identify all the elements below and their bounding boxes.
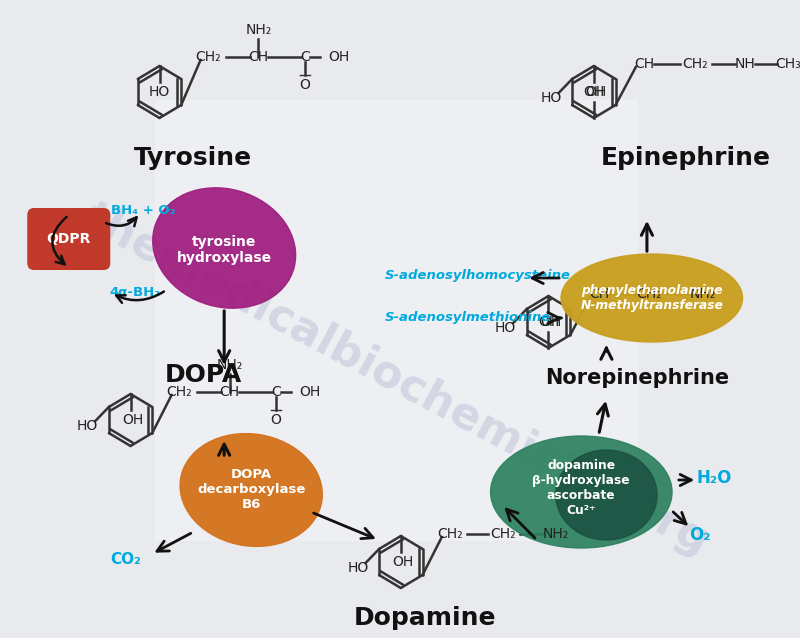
Text: QDPR: QDPR bbox=[46, 232, 91, 246]
Text: CH: CH bbox=[248, 50, 269, 64]
Text: S-adenosylhomocysteine: S-adenosylhomocysteine bbox=[385, 269, 570, 281]
Text: OH: OH bbox=[538, 315, 559, 329]
Text: CH: CH bbox=[589, 287, 610, 301]
FancyBboxPatch shape bbox=[27, 208, 110, 270]
Text: NH₂: NH₂ bbox=[690, 287, 715, 301]
Text: CH₃: CH₃ bbox=[775, 57, 800, 71]
Text: C: C bbox=[271, 385, 281, 399]
Text: HO: HO bbox=[347, 561, 369, 575]
Text: DOPA: DOPA bbox=[164, 363, 242, 387]
Text: Tyrosine: Tyrosine bbox=[134, 146, 252, 170]
Text: CO₂: CO₂ bbox=[110, 553, 141, 567]
Text: OH: OH bbox=[585, 85, 606, 99]
Text: H₂O: H₂O bbox=[697, 469, 732, 487]
Text: 4α-BH₂: 4α-BH₂ bbox=[110, 285, 161, 299]
Text: dopamine
β-hydroxylase
ascorbate
Cu²⁺: dopamine β-hydroxylase ascorbate Cu²⁺ bbox=[533, 459, 630, 517]
Text: NH₂: NH₂ bbox=[246, 23, 271, 37]
Ellipse shape bbox=[153, 188, 296, 308]
Text: CH₂: CH₂ bbox=[490, 527, 515, 541]
Text: OH: OH bbox=[122, 413, 143, 427]
Text: HO: HO bbox=[540, 91, 562, 105]
Ellipse shape bbox=[490, 436, 672, 548]
Text: CH₂: CH₂ bbox=[195, 50, 221, 64]
Text: OH: OH bbox=[328, 50, 350, 64]
Text: NH₂: NH₂ bbox=[542, 527, 569, 541]
Text: Dopamine: Dopamine bbox=[354, 606, 496, 630]
Text: HO: HO bbox=[77, 419, 98, 433]
Text: OH: OH bbox=[583, 85, 605, 99]
Text: Epinephrine: Epinephrine bbox=[601, 146, 770, 170]
Text: HO: HO bbox=[149, 85, 170, 99]
Text: C: C bbox=[300, 50, 310, 64]
Text: CH: CH bbox=[219, 385, 239, 399]
Ellipse shape bbox=[556, 450, 657, 540]
Ellipse shape bbox=[180, 434, 322, 546]
Text: S-adenosylmethionine: S-adenosylmethionine bbox=[385, 311, 550, 325]
Text: O: O bbox=[270, 413, 282, 427]
Text: NH₂: NH₂ bbox=[216, 358, 242, 372]
Text: OH: OH bbox=[392, 555, 414, 569]
Text: CH₂: CH₂ bbox=[682, 57, 707, 71]
Text: tyrosine
hydroxylase: tyrosine hydroxylase bbox=[177, 235, 272, 265]
Text: CH: CH bbox=[634, 57, 654, 71]
Text: themedicalbiochemistry.org: themedicalbiochemistry.org bbox=[76, 197, 716, 564]
Text: CH₂: CH₂ bbox=[437, 527, 462, 541]
Text: Norepinephrine: Norepinephrine bbox=[546, 368, 730, 388]
Ellipse shape bbox=[561, 254, 742, 342]
Text: OH: OH bbox=[540, 315, 561, 329]
Text: CH₂: CH₂ bbox=[166, 385, 192, 399]
Text: HO: HO bbox=[495, 321, 516, 335]
Text: O₂: O₂ bbox=[690, 526, 710, 544]
Text: phenylethanolamine
N-methyltransferase: phenylethanolamine N-methyltransferase bbox=[580, 284, 723, 312]
Text: NH: NH bbox=[734, 57, 755, 71]
Text: DOPA
decarboxylase
B6: DOPA decarboxylase B6 bbox=[197, 468, 306, 512]
Text: O: O bbox=[299, 78, 310, 92]
Text: BH₄ + O₂: BH₄ + O₂ bbox=[111, 204, 175, 216]
Bar bbox=[154, 100, 638, 540]
Text: OH: OH bbox=[299, 385, 320, 399]
Text: CH₂: CH₂ bbox=[637, 287, 662, 301]
